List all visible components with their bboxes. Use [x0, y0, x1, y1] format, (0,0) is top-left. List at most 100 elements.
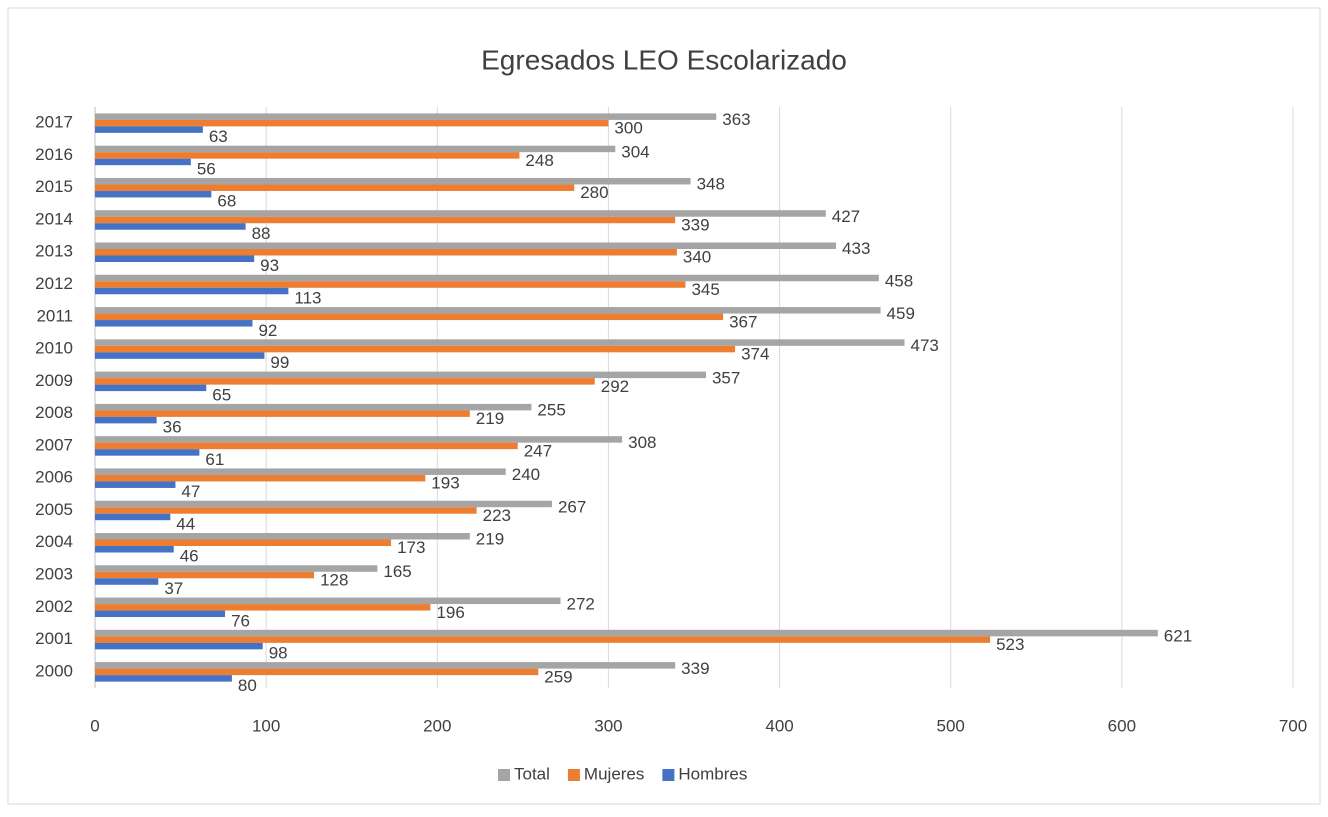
legend-label: Mujeres: [584, 764, 644, 783]
y-tick-label: 2004: [35, 532, 73, 551]
bar: [95, 449, 200, 456]
bar: [95, 610, 226, 618]
data-label: 68: [217, 192, 236, 211]
legend-label: Hombres: [678, 764, 747, 783]
bar: [95, 320, 253, 327]
bar: [95, 500, 552, 508]
bar: [95, 242, 837, 249]
data-label: 363: [722, 110, 750, 129]
y-tick-label: 2011: [36, 306, 73, 325]
x-tick-label: 300: [594, 716, 622, 735]
data-label: 80: [238, 676, 257, 695]
bar: [95, 145, 616, 153]
data-label: 88: [252, 224, 271, 243]
data-label: 196: [436, 603, 464, 622]
data-label: 92: [258, 321, 277, 340]
bar: [95, 378, 595, 385]
bar: [95, 345, 736, 353]
y-tick-label: 2003: [35, 565, 73, 584]
data-label: 99: [270, 353, 289, 372]
data-label: 259: [544, 667, 572, 686]
bar: [95, 578, 159, 585]
data-label: 240: [512, 465, 540, 484]
bar: [95, 287, 289, 295]
data-label: 63: [209, 127, 228, 146]
x-tick-label: 400: [765, 716, 793, 735]
data-label: 339: [681, 215, 709, 234]
data-label: 37: [164, 579, 183, 598]
bar: [95, 210, 826, 217]
x-tick-label: 100: [252, 716, 280, 735]
data-label: 255: [537, 401, 565, 420]
data-label: 621: [1164, 627, 1192, 646]
data-label: 61: [205, 450, 224, 469]
bar: [95, 539, 392, 546]
y-tick-label: 2007: [35, 435, 73, 454]
data-label: 304: [621, 142, 649, 161]
data-label: 173: [397, 538, 425, 557]
data-label: 44: [176, 514, 195, 533]
bar: [95, 190, 212, 198]
bar: [95, 281, 686, 288]
data-label: 523: [996, 635, 1024, 654]
y-tick-label: 2000: [35, 661, 73, 680]
legend-swatch: [567, 769, 580, 781]
data-label: 458: [885, 272, 913, 291]
bar: [95, 675, 232, 682]
data-label: 433: [842, 239, 870, 258]
data-label: 128: [320, 571, 348, 590]
bar: [95, 416, 157, 424]
bar: [95, 636, 991, 643]
bar: [95, 113, 717, 120]
bar: [95, 642, 263, 650]
bar: [95, 177, 691, 185]
bar: [95, 668, 539, 676]
bar: [95, 184, 575, 191]
data-label: 374: [741, 345, 769, 364]
x-tick-label: 200: [423, 716, 451, 735]
data-label: 193: [431, 474, 459, 493]
legend-swatch: [498, 769, 510, 781]
bar: [95, 507, 477, 514]
data-label: 46: [180, 547, 199, 566]
bar: [95, 513, 171, 521]
bar: [95, 216, 676, 224]
y-tick-label: 2008: [35, 403, 73, 422]
bar: [95, 533, 470, 540]
data-label: 427: [832, 207, 860, 226]
data-label: 267: [558, 497, 586, 516]
data-label: 308: [628, 433, 656, 452]
data-label: 247: [524, 441, 552, 460]
y-tick-label: 2013: [35, 242, 73, 261]
bar: [95, 629, 1158, 637]
bar: [95, 403, 532, 411]
bar: [95, 255, 255, 262]
bar: [95, 442, 518, 450]
bar: [95, 410, 470, 417]
data-label: 219: [476, 409, 504, 428]
bar: [95, 481, 176, 488]
data-label: 98: [269, 644, 288, 663]
data-label: 292: [601, 377, 629, 396]
data-label: 300: [614, 119, 642, 138]
data-label: 113: [294, 289, 321, 308]
bar: [95, 571, 315, 579]
x-tick-label: 700: [1279, 716, 1307, 735]
y-tick-label: 2016: [35, 145, 73, 164]
bar: [95, 662, 676, 669]
bar: [95, 223, 246, 230]
y-tick-label: 2010: [35, 339, 73, 358]
data-label: 219: [476, 530, 504, 549]
bar: [95, 436, 623, 443]
bar: [95, 352, 265, 359]
y-tick-label: 2014: [35, 209, 73, 228]
bar: [95, 249, 677, 256]
data-label: 348: [697, 175, 725, 194]
data-label: 36: [163, 418, 182, 437]
bar: [95, 597, 561, 605]
data-label: 280: [580, 183, 608, 202]
y-tick-label: 2012: [35, 274, 73, 293]
bar: [95, 274, 879, 282]
bar: [95, 158, 191, 166]
